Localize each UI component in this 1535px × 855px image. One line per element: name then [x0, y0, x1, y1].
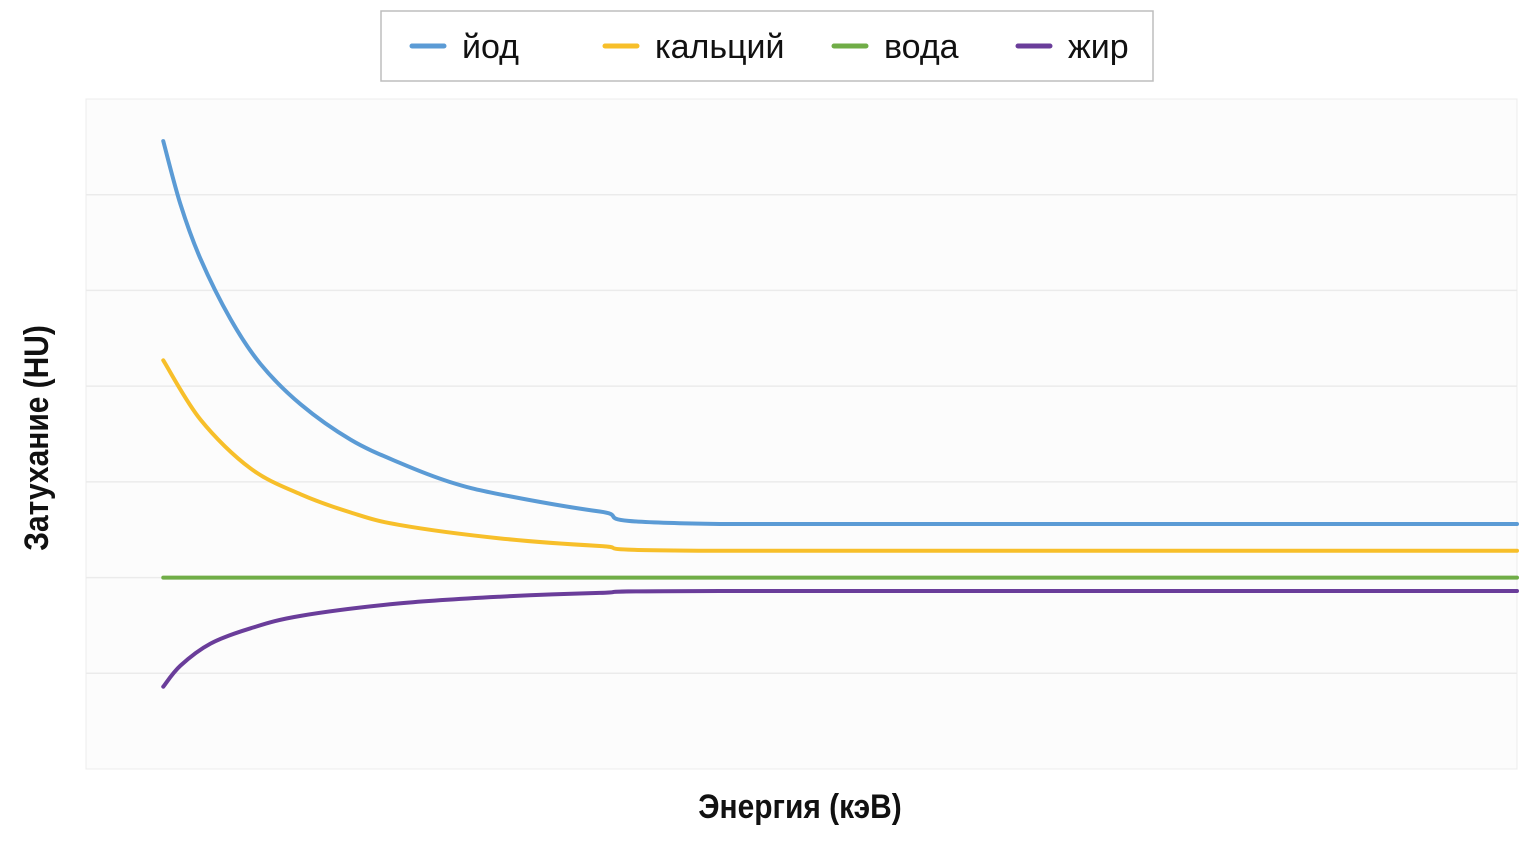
- legend: йод кальций вода жир: [380, 10, 1154, 82]
- legend-item: кальций: [602, 28, 785, 66]
- legend-label: кальций: [655, 28, 785, 66]
- series-line-0: [161, 139, 1519, 526]
- series-line-1: [161, 358, 1519, 553]
- legend-item: йод: [409, 28, 519, 66]
- series-lines: [161, 139, 1519, 689]
- legend-item: жир: [1015, 28, 1129, 66]
- series-line-3: [161, 588, 1519, 689]
- legend-item: вода: [831, 28, 959, 66]
- x-axis-label: Энергия (кэВ): [698, 787, 901, 825]
- y-axis-label: Затухание (HU): [17, 325, 55, 551]
- plot-area: [85, 98, 1518, 770]
- legend-label: вода: [884, 28, 959, 66]
- legend-label: йод: [462, 28, 519, 66]
- legend-label: жир: [1068, 28, 1129, 66]
